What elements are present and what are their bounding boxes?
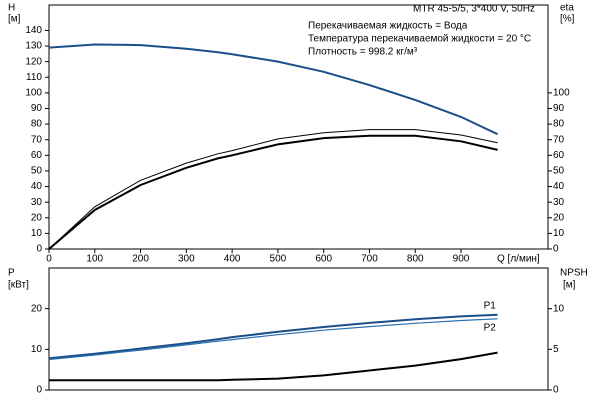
y2-tick-label: 10 <box>553 303 565 314</box>
y-tick-label: 30 <box>31 197 43 208</box>
y2-axis-label: eta <box>560 3 574 14</box>
x-tick-label: 600 <box>315 254 332 265</box>
y-tick-label: 40 <box>31 181 43 192</box>
series-label: P2 <box>484 322 497 333</box>
y2-tick-label: 0 <box>553 244 559 255</box>
temperature-note: Температура перекачиваемой жидкости = 20… <box>308 34 531 45</box>
y2-tick-label: 100 <box>553 88 570 99</box>
y2-tick-label: 5 <box>553 344 559 355</box>
y2-axis-unit: [%] <box>560 14 575 25</box>
y-tick-label: 120 <box>25 56 42 67</box>
curve <box>48 313 498 360</box>
y-tick-label: 20 <box>31 212 43 223</box>
y2-tick-label: 0 <box>553 385 559 396</box>
y2-tick-label: 20 <box>553 212 565 223</box>
y-tick-label: 60 <box>31 150 43 161</box>
curve <box>48 134 498 250</box>
y-tick-label: 10 <box>31 344 43 355</box>
curve <box>49 351 498 382</box>
y-tick-label: 10 <box>31 228 43 239</box>
y-tick-label: 50 <box>31 166 43 177</box>
x-tick-label: 700 <box>361 254 378 265</box>
y-tick-label: 140 <box>25 25 42 36</box>
y-axis-label: P <box>8 268 15 279</box>
y-tick-label: 70 <box>31 134 43 145</box>
x-tick-label: 100 <box>86 254 103 265</box>
top-frame <box>48 4 549 250</box>
y-tick-label: 0 <box>36 385 42 396</box>
y-tick-label: 20 <box>31 303 43 314</box>
liquid-note: Перекачиваемая жидкость = Вода <box>308 21 468 32</box>
y2-tick-label: 60 <box>553 150 565 161</box>
y-tick-label: 100 <box>25 88 42 99</box>
bottom-frame <box>48 267 549 391</box>
y-tick-label: 110 <box>26 72 42 83</box>
x-tick-label: 0 <box>46 254 52 265</box>
y-tick-label: 0 <box>36 244 42 255</box>
x-axis-label: Q [л/мин] <box>497 254 540 265</box>
y2-tick-label: 70 <box>553 134 565 145</box>
y2-axis-label: NPSH <box>560 268 588 279</box>
x-tick-label: 900 <box>453 254 470 265</box>
y-tick-label: 130 <box>25 41 42 52</box>
series-label: P1 <box>484 300 497 311</box>
y-axis-unit: [м] <box>8 14 21 25</box>
y2-tick-label: 40 <box>553 181 565 192</box>
y2-tick-label: 10 <box>553 228 565 239</box>
y2-tick-label: 90 <box>553 103 565 114</box>
curve <box>48 129 498 250</box>
y2-tick-label: 50 <box>553 166 565 177</box>
curve <box>48 318 498 361</box>
y2-tick-label: 80 <box>553 119 565 130</box>
y-tick-label: 90 <box>31 103 43 114</box>
x-tick-label: 400 <box>224 254 241 265</box>
y-axis-unit: [кВт] <box>8 280 29 291</box>
density-note: Плотность = 998.2 кг/м³ <box>308 47 418 58</box>
x-tick-label: 800 <box>407 254 424 265</box>
curve <box>48 43 499 136</box>
x-tick-label: 200 <box>132 254 149 265</box>
y2-tick-label: 30 <box>553 197 565 208</box>
pump-model: MTR 45-5/5, 3*400 V, 50Hz <box>413 4 535 15</box>
x-tick-label: 500 <box>270 254 287 265</box>
y2-axis-unit: [м] <box>563 280 576 291</box>
x-tick-label: 300 <box>178 254 195 265</box>
y-axis-label: H <box>8 3 15 14</box>
y-tick-label: 80 <box>31 119 43 130</box>
